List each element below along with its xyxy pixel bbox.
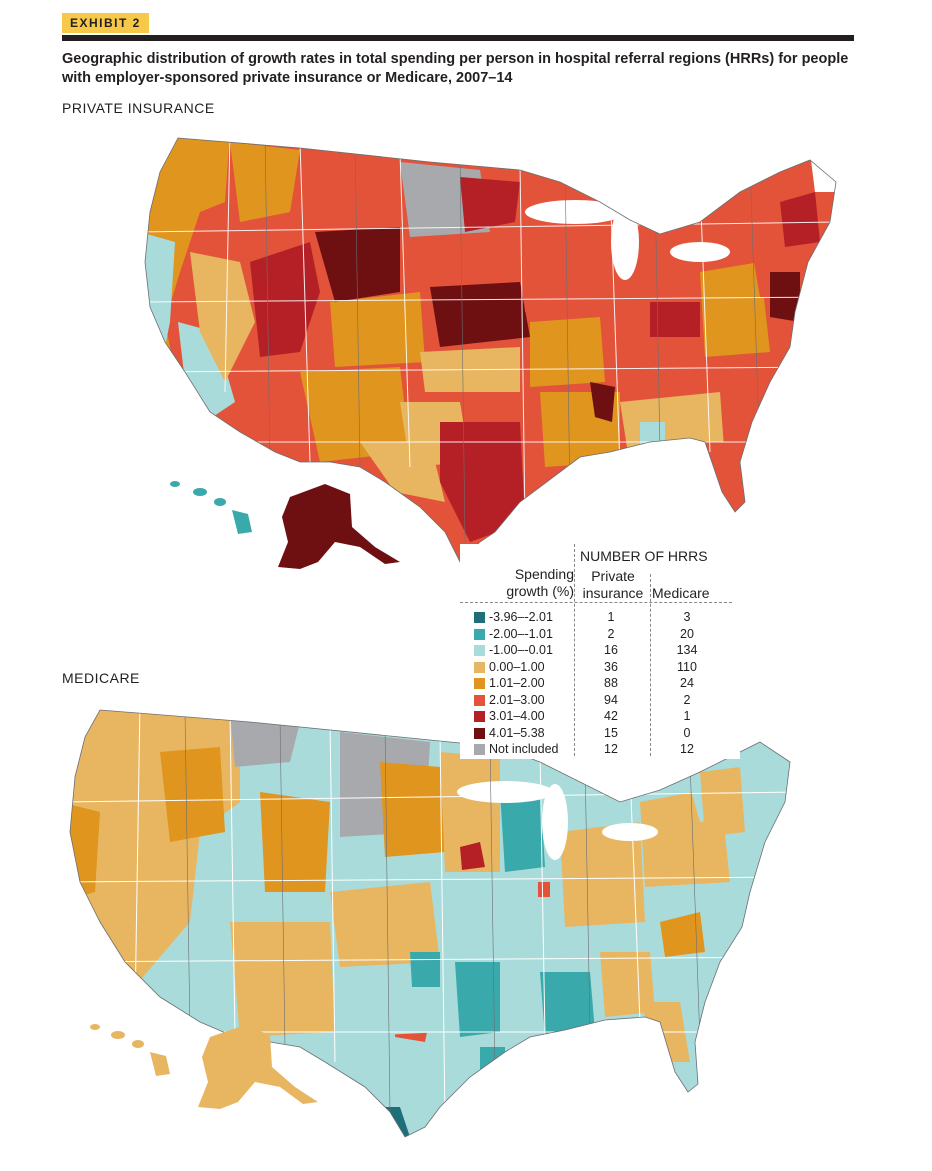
legend-swatch bbox=[474, 678, 485, 689]
legend-range-label: -2.00–-1.01 bbox=[489, 626, 553, 641]
legend-medicare-count: 134 bbox=[676, 643, 698, 657]
legend-private-count: 94 bbox=[604, 692, 618, 707]
legend-swatch bbox=[474, 645, 485, 656]
legend-number-heading: NUMBER OF HRRS bbox=[580, 548, 708, 564]
legend-swatch bbox=[474, 727, 485, 739]
legend-private-heading: Private insurance bbox=[576, 568, 650, 602]
hawaii-medicare bbox=[90, 1024, 170, 1076]
state-lines-dark-medicare bbox=[184, 711, 701, 1113]
legend-private-count: 42 bbox=[604, 709, 618, 723]
legend-range-label: -1.00–-0.01 bbox=[489, 643, 553, 657]
legend: NUMBER OF HRRS Spending growth (%) Priva… bbox=[460, 544, 740, 759]
legend-private-count: 15 bbox=[604, 725, 618, 740]
legend-swatch bbox=[474, 661, 485, 673]
legend-range-label: 3.01–4.00 bbox=[489, 709, 545, 723]
legend-swatch bbox=[474, 711, 485, 722]
legend-private-count: 16 bbox=[604, 643, 618, 657]
legend-medicare-heading: Medicare bbox=[652, 585, 710, 601]
legend-medicare-count: 1 bbox=[683, 709, 691, 723]
legend-medicare-count: 3 bbox=[683, 610, 691, 624]
legend-private-count: 12 bbox=[604, 742, 618, 756]
header-rule bbox=[62, 35, 854, 41]
legend-swatch bbox=[474, 628, 485, 640]
legend-swatch bbox=[474, 694, 485, 706]
legend-range-label: 4.01–5.38 bbox=[489, 725, 545, 740]
contiguous-us-private bbox=[145, 138, 836, 562]
legend-medicare-count: 20 bbox=[680, 626, 694, 641]
legend-divider-1 bbox=[574, 544, 575, 756]
legend-header-rule bbox=[460, 602, 732, 603]
legend-growth-heading-line2: growth (%) bbox=[506, 583, 574, 599]
us-outline-private bbox=[144, 137, 837, 563]
legend-medicare-count: 24 bbox=[680, 676, 694, 690]
state-lines-private bbox=[145, 138, 836, 523]
legend-medicare-count: 0 bbox=[683, 725, 691, 740]
medicare-map bbox=[69, 709, 791, 1138]
legend-private-count: 36 bbox=[604, 659, 618, 674]
legend-range-label: 0.00–1.00 bbox=[489, 659, 545, 674]
alaska-medicare bbox=[198, 1025, 318, 1109]
legend-range-label: -3.96–-2.01 bbox=[489, 610, 553, 624]
legend-private-heading-line1: Private bbox=[591, 568, 635, 584]
legend-range-label: Not included bbox=[489, 742, 559, 756]
legend-growth-heading: Spending growth (%) bbox=[474, 566, 574, 600]
legend-range-label: 2.01–3.00 bbox=[489, 692, 545, 707]
legend-private-count: 88 bbox=[604, 676, 618, 690]
legend-medicare-count: 12 bbox=[680, 742, 694, 756]
hawaii-private bbox=[170, 481, 252, 534]
exhibit-title: Geographic distribution of growth rates … bbox=[62, 51, 849, 86]
legend-growth-heading-line1: Spending bbox=[514, 566, 574, 582]
legend-private-heading-line2: insurance bbox=[582, 585, 644, 601]
legend-private-count: 1 bbox=[607, 610, 615, 624]
contiguous-us-medicare bbox=[70, 710, 790, 1137]
legend-private-count: 2 bbox=[607, 626, 615, 641]
exhibit-tag: EXHIBIT 2 bbox=[62, 13, 149, 33]
legend-swatch bbox=[474, 612, 485, 623]
legend-medicare-count: 110 bbox=[677, 659, 697, 674]
legend-medicare-count: 2 bbox=[683, 692, 691, 707]
legend-range-label: 1.01–2.00 bbox=[489, 676, 545, 690]
state-lines-medicare bbox=[70, 710, 790, 1123]
legend-divider-2 bbox=[650, 574, 651, 756]
private-insurance-label: PRIVATE INSURANCE bbox=[62, 100, 215, 116]
legend-swatch bbox=[474, 744, 485, 755]
private-insurance-map bbox=[144, 137, 837, 569]
medicare-label: MEDICARE bbox=[62, 670, 140, 686]
alaska-private bbox=[278, 484, 400, 569]
us-outline-medicare bbox=[69, 709, 791, 1138]
